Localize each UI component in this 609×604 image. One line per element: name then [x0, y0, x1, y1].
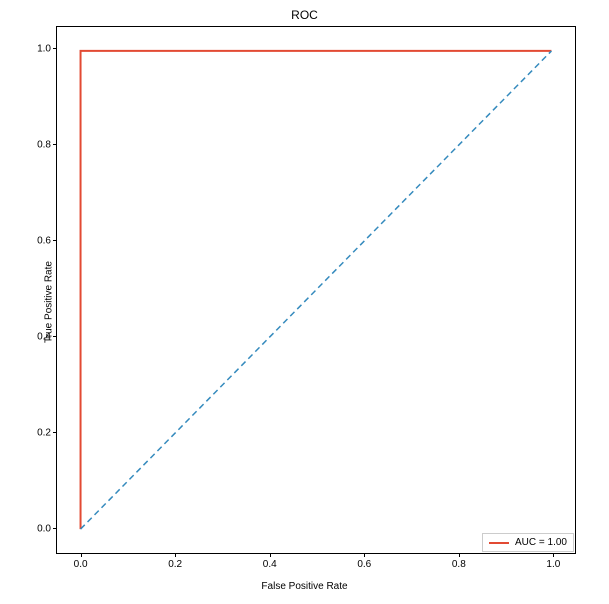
- y-tick-label: 1.0: [37, 44, 51, 55]
- x-tick-label: 0.8: [452, 559, 466, 570]
- series-diagonal_reference: [81, 51, 552, 529]
- chart-lines: [57, 27, 575, 553]
- y-tick-label: 0.8: [37, 140, 51, 151]
- legend-label: AUC = 1.00: [515, 537, 567, 548]
- y-tick-mark: [53, 432, 57, 433]
- x-tick-mark: [175, 553, 176, 557]
- roc-chart: ROC True Positive Rate False Positive Ra…: [0, 0, 609, 604]
- x-tick-label: 0.6: [357, 559, 371, 570]
- y-tick-label: 0.2: [37, 428, 51, 439]
- x-tick-mark: [553, 553, 554, 557]
- x-tick-mark: [459, 553, 460, 557]
- legend-swatch: [489, 542, 509, 544]
- y-tick-mark: [53, 48, 57, 49]
- x-tick-label: 0.2: [168, 559, 182, 570]
- chart-title: ROC: [291, 8, 318, 22]
- y-tick-mark: [53, 240, 57, 241]
- x-tick-mark: [270, 553, 271, 557]
- y-tick-label: 0.0: [37, 524, 51, 535]
- x-tick-label: 0.0: [74, 559, 88, 570]
- plot-area: AUC = 1.00 0.00.20.40.60.81.00.00.20.40.…: [56, 26, 576, 554]
- y-tick-mark: [53, 336, 57, 337]
- x-tick-label: 0.4: [263, 559, 277, 570]
- y-tick-mark: [53, 144, 57, 145]
- x-tick-mark: [364, 553, 365, 557]
- y-tick-label: 0.4: [37, 332, 51, 343]
- y-tick-label: 0.6: [37, 236, 51, 247]
- x-axis-label: False Positive Rate: [261, 581, 347, 592]
- y-tick-mark: [53, 528, 57, 529]
- x-tick-label: 1.0: [546, 559, 560, 570]
- x-tick-mark: [81, 553, 82, 557]
- legend: AUC = 1.00: [482, 533, 574, 552]
